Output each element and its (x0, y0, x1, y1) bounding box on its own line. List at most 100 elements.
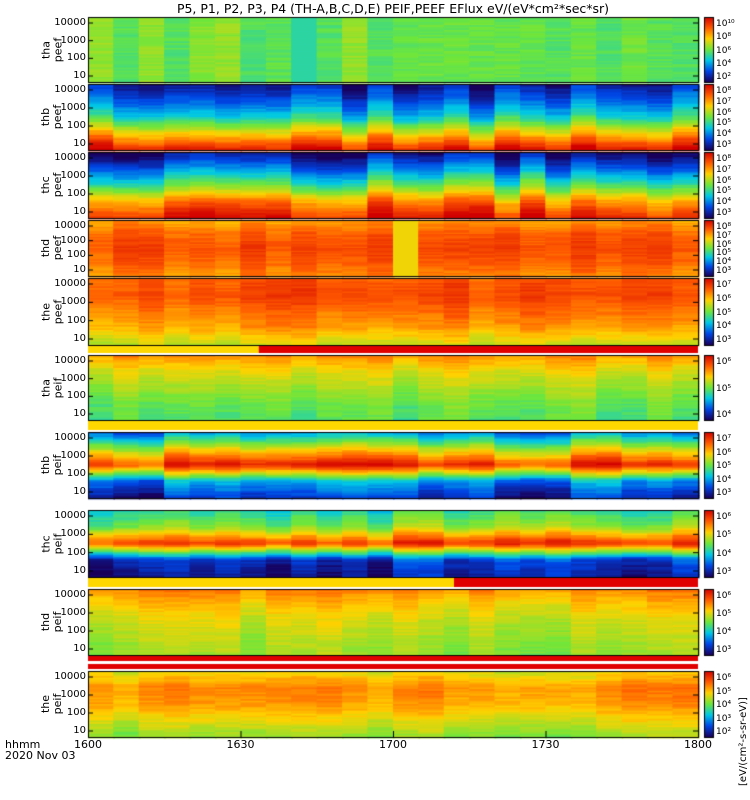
colorbar-tick-label: 10⁶ (716, 175, 732, 186)
colorbar-tick-label: 10⁴ (716, 197, 732, 208)
colorbar-tick-label: 10³ (716, 208, 732, 218)
colorbar-tick-label: 10⁷ (716, 434, 732, 444)
y-tick-label: 10 (73, 70, 86, 81)
y-tick-label: 1000 (60, 234, 86, 246)
colorbar-tick-label: 10⁵ (716, 609, 732, 619)
colorbar-tick-label: 10⁷ (716, 96, 732, 107)
y-tick-label: 1000 (60, 372, 86, 384)
colorbar-tick-label: 10⁷ (716, 164, 732, 175)
panel-yaxis-the-peif: 10000 1000 100 10 (20, 671, 86, 737)
colorbar-tick-label: 10⁶ (716, 45, 732, 56)
y-tick-label: 10000 (54, 152, 86, 163)
y-tick-label: 1000 (60, 102, 86, 113)
panel-yaxis-thd-peif: 10000 1000 100 10 (20, 589, 86, 655)
date-label: 2020 Nov 03 (5, 749, 76, 762)
colorbar-tick-label: 10⁸ (716, 32, 732, 43)
colorbar-tick-label: 10⁵ (716, 530, 732, 541)
panel-yaxis-thb-peef: 10000 1000 100 10 (20, 84, 86, 150)
colorbar-tick-label: 10⁶ (716, 107, 732, 118)
colorbar-tick-label: 10⁴ (716, 129, 732, 140)
y-tick-label: 100 (66, 120, 86, 131)
colorbar-tick-label: 10⁵ (716, 461, 732, 471)
x-tick-label: 1730 (531, 738, 560, 751)
y-tick-label: 100 (66, 390, 86, 402)
y-tick-label: 100 (66, 52, 86, 64)
x-tick-label: 1700 (379, 738, 407, 751)
colorbar-tick-label: 10⁴ (716, 548, 732, 559)
y-tick-label: 10000 (54, 220, 86, 231)
y-tick-label: 100 (66, 314, 86, 326)
y-tick-label: 1000 (60, 528, 86, 540)
colorbar-tick-label: 10² (716, 727, 732, 737)
panel-yaxis-tha-peef: 10000 1000 100 10 (20, 17, 86, 82)
colorbar-tick-label: 10⁸ (716, 86, 732, 96)
y-tick-label: 10000 (54, 671, 86, 682)
colorbar-tick-label: 10⁶ (716, 512, 732, 522)
panel-yaxis-the-peef: 10000 1000 100 10 (20, 278, 86, 345)
colorbar-tick-label: 10³ (716, 645, 732, 655)
y-tick-label: 10000 (54, 84, 86, 95)
y-tick-label: 1000 (60, 607, 86, 618)
y-tick-label: 1000 (60, 296, 86, 308)
panel-yaxis-thc-peif: 10000 1000 100 10 (20, 510, 86, 577)
y-tick-label: 10 (73, 264, 86, 275)
y-tick-label: 10 (73, 206, 86, 217)
colorbar-tick-label: 10⁵ (716, 686, 732, 697)
y-tick-label: 10 (73, 725, 86, 736)
y-tick-label: 10 (73, 138, 86, 149)
colorbar-tick-label: 10⁴ (716, 58, 732, 69)
colorbar-tick-label: 10⁶ (716, 293, 732, 304)
y-tick-label: 10000 (54, 17, 86, 28)
colorbar-tick-label: 10³ (716, 488, 732, 498)
colorbar-tick-label: 10² (716, 72, 732, 82)
y-tick-label: 100 (66, 468, 86, 479)
time-format-label: hhmm (5, 738, 41, 751)
colorbar-tick-label: 10⁴ (716, 474, 732, 485)
y-tick-label: 100 (66, 707, 86, 718)
y-tick-label: 10 (73, 333, 86, 344)
colorbar-tick-label: 10⁵ (716, 118, 732, 129)
panel-yaxis-tha-peif: 10000 1000 100 10 (20, 355, 86, 420)
y-tick-label: 100 (66, 625, 86, 636)
colorbar-tick-label: 10³ (716, 335, 732, 345)
y-tick-label: 10000 (54, 432, 86, 443)
y-tick-label: 10000 (54, 510, 86, 521)
y-tick-label: 10 (73, 643, 86, 654)
y-tick-label: 10 (73, 565, 86, 576)
colorbar-tick-label: 10⁶ (716, 447, 732, 458)
colorbar-tick-label: 10⁴ (716, 257, 732, 268)
panel-yaxis-thc-peef: 10000 1000 100 10 (20, 152, 86, 218)
colorbar-tick-label: 10⁵ (716, 307, 732, 318)
y-tick-label: 10 (73, 408, 86, 419)
colorbar-tick-label: 10⁸ (716, 154, 732, 164)
y-tick-label: 1000 (60, 170, 86, 181)
colorbar-tick-label: 10⁶ (716, 357, 732, 367)
colorbar-tick-label: 10⁴ (716, 700, 732, 710)
colorbar-tick-label: 10³ (716, 140, 732, 150)
colorbar-tick-label: 10⁴ (716, 627, 732, 637)
colorbar-tick-label: 10⁷ (716, 230, 732, 241)
y-tick-label: 100 (66, 188, 86, 199)
y-tick-label: 10000 (54, 278, 86, 289)
colorbar-tick-label: 10⁸ (716, 222, 732, 232)
colorbar-units-label: [eV/(cm²-s-sr-eV)] (738, 697, 749, 786)
y-tick-label: 100 (66, 546, 86, 558)
y-tick-label: 1000 (60, 689, 86, 700)
colorbar-tick-label: 10⁶ (716, 673, 732, 683)
panel-yaxis-thd-peef: 10000 1000 100 10 (20, 220, 86, 276)
x-tick-label: 1600 (74, 738, 102, 751)
y-tick-label: 10000 (54, 355, 86, 366)
colorbar-tick-label: 10⁵ (716, 248, 732, 259)
y-tick-label: 1000 (60, 450, 86, 461)
colorbar-tick-label: 10¹⁰ (716, 19, 735, 29)
x-tick-label: 1630 (226, 738, 255, 751)
colorbar-tick-label: 10⁷ (716, 280, 732, 290)
colorbar-tick-label: 10⁴ (716, 321, 732, 332)
colorbar-tick-label: 10⁵ (716, 186, 732, 197)
colorbar-tick-label: 10³ (716, 713, 732, 724)
x-tick-label: 1800 (684, 738, 712, 751)
chart-title: P5, P1, P2, P3, P4 (TH-A,B,C,D,E) PEIF,P… (176, 1, 610, 16)
y-tick-label: 100 (66, 249, 86, 261)
panel-yaxis-thb-peif: 10000 1000 100 10 (20, 432, 86, 498)
